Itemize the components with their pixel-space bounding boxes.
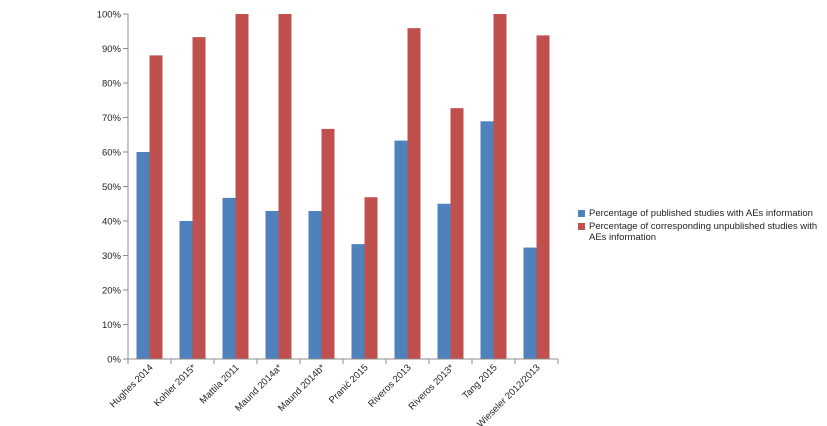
bar-published <box>394 140 408 359</box>
bar-published <box>437 203 451 359</box>
x-category-label: Riveros 2013 <box>366 362 413 409</box>
y-tick-label: 10% <box>102 320 122 331</box>
x-category-label: Mattila 2011 <box>198 362 242 406</box>
bar-published <box>523 247 537 359</box>
bar-published <box>222 197 236 359</box>
bar-unpublished <box>321 128 335 359</box>
x-category-label: Riveros 2013* <box>407 362 457 412</box>
y-tick-label: 40% <box>102 217 122 228</box>
bar-published <box>480 121 494 359</box>
legend: Percentage of published studies with AEs… <box>578 208 823 245</box>
y-tick-label: 0% <box>107 355 121 366</box>
y-tick-label: 100% <box>97 10 122 21</box>
y-tick-label: 20% <box>102 286 122 297</box>
x-category-label: Pranić 2015 <box>327 362 371 406</box>
bar-unpublished <box>407 28 421 360</box>
y-tick-label: 30% <box>102 251 122 262</box>
legend-item-unpublished: Percentage of corresponding unpublished … <box>578 221 823 243</box>
legend-label-unpublished: Percentage of corresponding unpublished … <box>589 221 818 243</box>
bar-published <box>265 210 279 359</box>
x-category-label: Tang 2015 <box>460 362 499 401</box>
legend-label-published: Percentage of published studies with AEs… <box>589 208 813 219</box>
bar-unpublished <box>235 14 249 359</box>
bar-published <box>351 244 365 359</box>
bar-unpublished <box>278 14 292 359</box>
bar-unpublished <box>536 35 550 359</box>
y-tick-label: 50% <box>102 182 122 193</box>
bar-published <box>179 221 193 359</box>
bar-unpublished <box>493 14 507 359</box>
y-axis: 0% 10% 20% 30% 40% 50% 60% 70% 80% 90% 100% <box>97 10 129 366</box>
bar-unpublished <box>192 37 206 360</box>
bar-unpublished <box>450 108 464 359</box>
y-tick-label: 90% <box>102 44 122 55</box>
bar-published <box>136 152 150 359</box>
x-category-label: Kohler 2015* <box>152 362 199 409</box>
legend-swatch-unpublished <box>578 223 585 230</box>
x-category-label: Hughes 2014 <box>108 362 156 410</box>
bars <box>136 14 550 360</box>
y-tick-label: 70% <box>102 113 122 124</box>
y-tick-label: 60% <box>102 148 122 159</box>
bar-unpublished <box>364 197 378 359</box>
bar-unpublished <box>149 55 163 360</box>
y-tick-label: 80% <box>102 79 122 90</box>
legend-item-published: Percentage of published studies with AEs… <box>578 208 823 219</box>
legend-swatch-published <box>578 210 585 217</box>
bar-published <box>308 210 322 359</box>
